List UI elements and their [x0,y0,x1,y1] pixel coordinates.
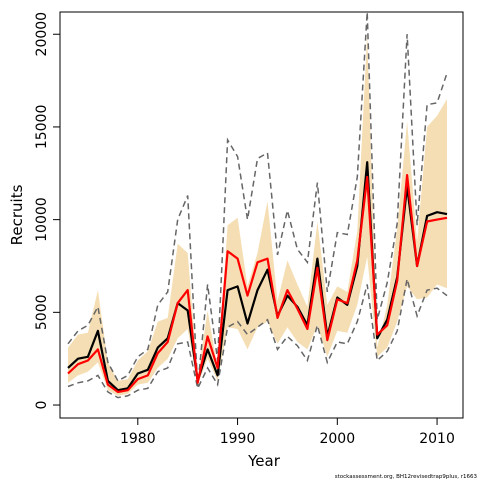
y-axis: 0 5000 10000 15000 20000 [34,12,60,410]
x-tick-label: 1980 [120,431,156,447]
dashed-bounds-layer [67,11,448,399]
black-estimate-line [67,161,448,392]
y-tick-label: 0 [34,401,50,410]
x-axis-title: Year [247,452,281,470]
y-tick-label: 5000 [34,294,50,330]
upper-dashed-line [67,11,448,387]
x-tick-label: 1990 [220,431,256,447]
x-axis: 1980 1990 2000 2010 [120,417,455,447]
red-estimate-line [67,174,448,394]
confidence-band-layer [68,34,447,396]
estimate-lines-layer [67,161,448,394]
y-tick-label: 10000 [34,197,50,242]
x-tick-label: 2010 [419,431,455,447]
y-tick-label: 20000 [34,12,50,57]
x-tick-label: 2000 [319,431,355,447]
y-tick-label: 15000 [34,105,50,150]
confidence-band [68,34,447,396]
y-axis-title: Recruits [8,184,26,245]
credit-text: stockassessment.org, BH12revisedtrap9plu… [335,474,478,480]
